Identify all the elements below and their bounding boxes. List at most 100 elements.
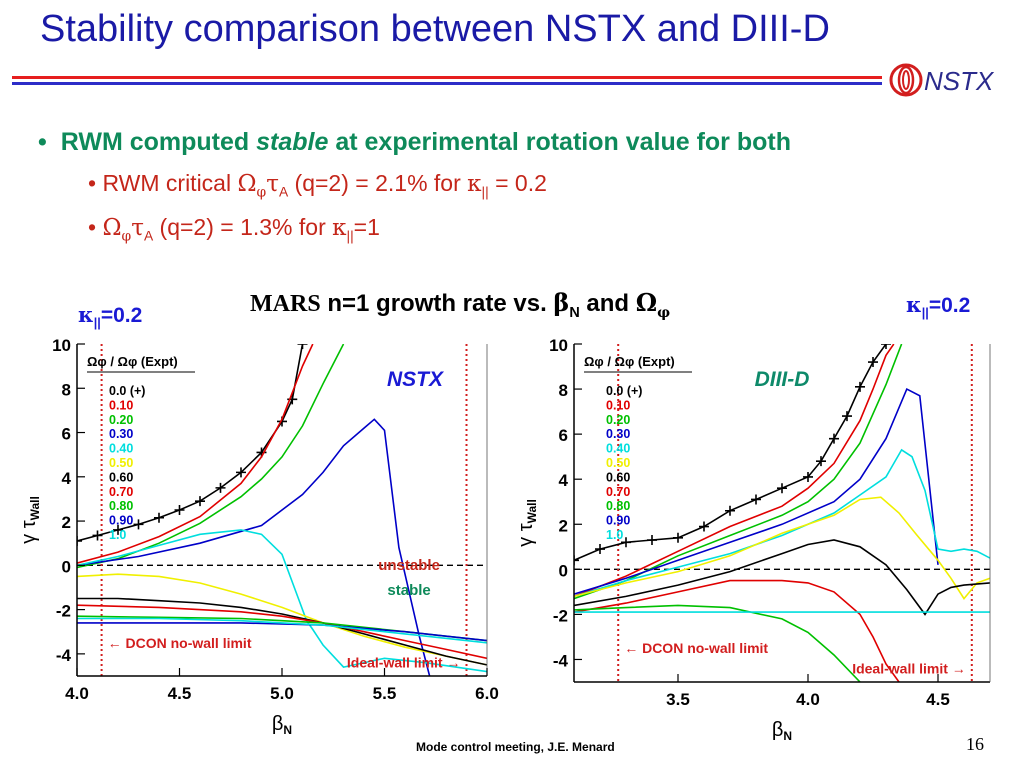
diiid-series-line-6 (574, 539, 990, 616)
page-number: 16 (966, 734, 984, 754)
diiid-marker-15 (881, 344, 891, 349)
kappa-left-value: =0.2 (100, 304, 143, 327)
diiid-xtick-label-0: 3.5 (666, 690, 690, 709)
diiid-legend-entry-2: 0.20 (606, 413, 630, 427)
chart-heading-beta: β (553, 288, 570, 317)
diiid-xtick-label-2: 4.5 (926, 690, 950, 709)
nstx-ytick-label-5: 0 (62, 557, 71, 576)
nstx-legend-entry-3: 0.30 (109, 427, 133, 441)
nstx-series-line-1 (77, 344, 314, 564)
diiid-ylabel: γ τWall (515, 499, 539, 547)
title-rule-red (12, 76, 882, 79)
nstx-marker-0 (77, 535, 82, 546)
bullet1-pre: RWM computed (60, 128, 257, 156)
nstx-marker-5 (174, 505, 185, 515)
bullet2-pre: RWM critical (102, 170, 238, 196)
nstx-legend-entry-10: 1.0 (109, 528, 126, 542)
diiid-xlabel: βN (772, 719, 792, 740)
chart-heading-mars: MARS (250, 291, 321, 317)
bullet3-kappa: κ (332, 215, 347, 241)
nstx-series-line-3 (77, 418, 431, 676)
diiid-ylabel-sub: Wall (525, 499, 539, 523)
diiid-series-line-8 (574, 604, 861, 682)
diiid-marker-12 (842, 411, 852, 422)
nstx-marker-1 (92, 530, 103, 541)
kappa-left-symbol: κ (78, 302, 94, 327)
diiid-series-group (574, 344, 990, 682)
diiid-ytick-label-6: -2 (553, 606, 568, 625)
diiid-marker-3 (647, 535, 657, 546)
logo-text: NSTX (924, 66, 994, 96)
nstx-xtick-label-1: 4.5 (168, 684, 192, 703)
chart-heading-and: and (579, 290, 636, 317)
bullet2-phi: φ (256, 184, 267, 201)
bullet2-par: || (481, 184, 489, 200)
diiid-marker-1 (595, 544, 605, 555)
diiid-series-line-3 (574, 387, 939, 595)
nstx-legend-entry-9: 0.90 (109, 514, 133, 528)
diiid-marker-8 (777, 483, 787, 494)
bullet-dot: • (38, 128, 47, 156)
nstx-series-group (77, 344, 487, 676)
nstx-ylabel: γ τWall (18, 496, 42, 544)
diiid-legend-entry-7: 0.70 (606, 485, 630, 499)
kappa-label-right: κ||=0.2 (906, 292, 970, 320)
bullet3-omega: Ω (102, 215, 122, 241)
diiid-series-line-4 (574, 448, 990, 598)
diiid-legend-entry-4: 0.40 (606, 442, 630, 456)
nstx-ylabel-main: γ τ (18, 520, 40, 544)
bullet1-post: at experimental rotation value for both (328, 128, 791, 156)
nstx-legend-entry-4: 0.40 (109, 442, 133, 456)
bullet2-kappa: κ (467, 171, 482, 197)
nstx-legend-entry-2: 0.20 (109, 413, 133, 427)
bullet3-A: A (143, 228, 154, 244)
diiid-legend-entry-6: 0.60 (606, 470, 630, 484)
diiid-marker-2 (621, 537, 631, 548)
nstx-legend-entry-5: 0.50 (109, 456, 133, 470)
diiid-legend-entry-0: 0.0 (+) (606, 384, 642, 398)
nstx-ylabel-sub: Wall (28, 496, 42, 520)
diiid-marker-7 (751, 494, 761, 505)
diiid-xtick-label-1: 4.0 (796, 690, 820, 709)
diiid-ytick-label-4: 2 (559, 516, 568, 535)
nstx-legend-entry-7: 0.70 (109, 485, 133, 499)
diiid-marker-9 (803, 471, 813, 482)
nstx-marker-8 (236, 467, 246, 478)
diiid-ytick-label-7: -4 (553, 651, 569, 670)
nstx-ytick-label-6: -2 (56, 602, 71, 621)
bullet-3: • ΩφτA (q=2) = 1.3% for κ||=1 (88, 214, 380, 245)
nstx-xtick-label-0: 4.0 (65, 684, 89, 703)
diiid-marker-6 (725, 505, 735, 516)
diiid-marker-5 (699, 521, 709, 532)
nstx-marker-6 (195, 496, 205, 507)
nstx-legend-entry-1: 0.10 (109, 398, 133, 412)
nstx-xtick-label-2: 5.0 (270, 684, 294, 703)
nstx-ytick-label-3: 4 (62, 469, 72, 488)
diiid-xlabel-beta: β (772, 719, 784, 740)
nstx-xlabel-beta: β (272, 713, 284, 735)
diiid-ideal-label: Ideal-wall limit → (852, 660, 966, 676)
bullet2-end: = 0.2 (488, 170, 547, 196)
diiid-xlabel-sub: N (783, 729, 792, 740)
diiid-marker-10 (816, 456, 826, 467)
diiid-ytick-label-0: 10 (549, 336, 568, 355)
diiid-chart-title: DIII-D (755, 368, 810, 391)
nstx-series-line-9 (77, 622, 487, 642)
diiid-marker-14 (868, 357, 878, 368)
nstx-logo: NSTX (888, 62, 998, 98)
diiid-ytick-label-5: 0 (559, 561, 568, 580)
nstx-ytick-label-1: 8 (62, 380, 71, 399)
diiid-series-line-1 (574, 344, 895, 598)
diiid-marker-13 (855, 381, 865, 392)
diiid-ytick-label-3: 4 (559, 471, 569, 490)
nstx-series-line-6 (77, 597, 487, 666)
diiid-series-line-2 (574, 344, 903, 600)
kappa-left-par: || (93, 316, 101, 331)
nstx-xlabel: βN (272, 713, 292, 737)
chart-heading-N: N (569, 304, 580, 321)
diiid-legend-entry-5: 0.50 (606, 456, 630, 470)
diiid-marker-0 (574, 555, 579, 566)
diiid-legend-entry-8: 0.80 (606, 499, 630, 513)
nstx-unstable-label: unstable (378, 557, 440, 574)
